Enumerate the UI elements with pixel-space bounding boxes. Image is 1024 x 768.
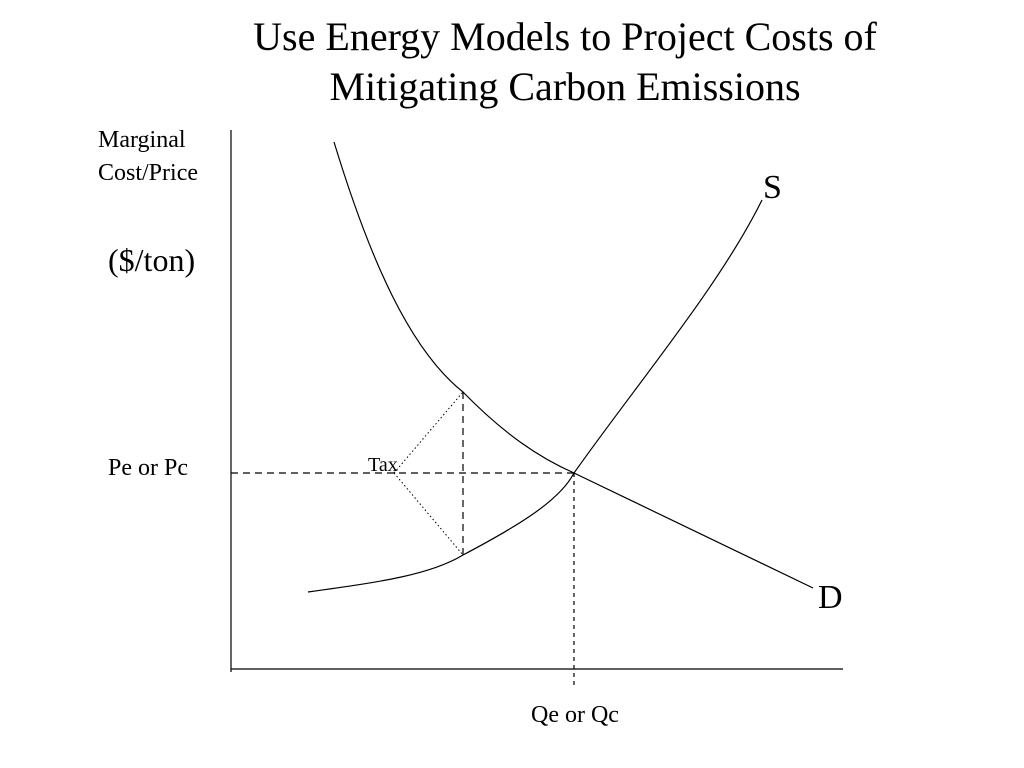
supply-curve-label: S <box>763 169 782 206</box>
demand-curve <box>333 141 814 589</box>
supply-curve <box>307 199 763 593</box>
price-label: Pe or Pc <box>108 455 188 481</box>
slide-title-line-1: Use Energy Models to Project Costs of <box>253 14 877 59</box>
demand-curve-label: D <box>818 579 843 616</box>
slide-title: Use Energy Models to Project Costs of Mi… <box>150 12 980 112</box>
y-axis-label-line-2: Cost/Price <box>98 160 198 186</box>
quantity-label: Qe or Qc <box>531 702 619 728</box>
y-axis-label: Marginal Cost/Price <box>98 124 198 190</box>
tax-label: Tax <box>368 454 398 476</box>
y-axis-label-line-1: Marginal <box>98 127 186 153</box>
slide-title-line-2: Mitigating Carbon Emissions <box>329 64 801 109</box>
tax-pointer-upper <box>393 391 464 474</box>
y-axis-unit: ($/ton) <box>108 242 196 278</box>
tax-pointer-lower <box>393 472 464 556</box>
